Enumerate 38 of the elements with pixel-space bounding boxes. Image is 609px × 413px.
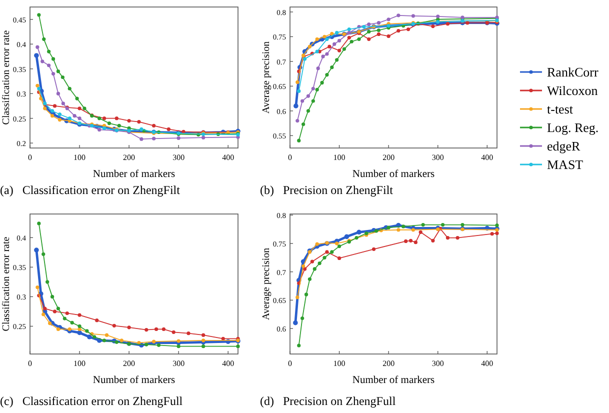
x-tick-label: 400 [222,153,234,162]
x-tick-label: 400 [222,359,234,368]
text: (b) Precision on ZhengFilt [260,183,394,197]
legend-label: edgeR [547,138,581,154]
legend-label: t-test [547,102,574,116]
text: (a) Classification error on ZhengFilt [0,183,181,197]
x-axis-title: Number of markers [352,169,435,180]
x-tick-label: 0 [288,359,292,368]
x-tick-label: 100 [74,153,86,162]
x-tick-label: 300 [172,153,185,162]
x-tick-label: 400 [481,359,494,368]
y-axis-title: Average precision [261,248,272,320]
legend-label: Wilcoxon [547,83,598,98]
legend-label: MAST [547,157,584,172]
y-axis-title: Average precision [261,41,272,114]
x-tick-label: 200 [123,359,136,368]
x-tick-label: 200 [382,359,395,368]
x-tick-label: 100 [74,359,86,368]
x-tick-label: 300 [172,359,185,368]
x-tick-label: 200 [382,153,395,162]
text: (c) Classification error on ZhengFull [0,394,184,408]
x-tick-label: 0 [28,359,32,368]
x-tick-label: 400 [481,153,494,162]
x-axis-title: Number of markers [92,169,176,180]
legend-label: RankCorr [547,64,599,80]
x-axis-title: Number of markers [352,375,435,386]
y-axis-title: Classification error rate [1,236,12,332]
x-tick-label: 300 [432,153,444,162]
y-axis-title: Classification error rate [1,30,12,125]
x-tick-label: 200 [123,153,136,162]
x-tick-label: 0 [28,153,32,162]
x-tick-label: 100 [333,153,346,162]
legend-label: Log. Reg. [547,120,599,135]
x-tick-label: 100 [333,359,346,368]
x-tick-label: 300 [432,359,444,368]
text: (d) Precision on ZhengFull [260,394,396,408]
x-axis-title: Number of markers [92,375,176,386]
x-tick-label: 0 [288,153,292,162]
